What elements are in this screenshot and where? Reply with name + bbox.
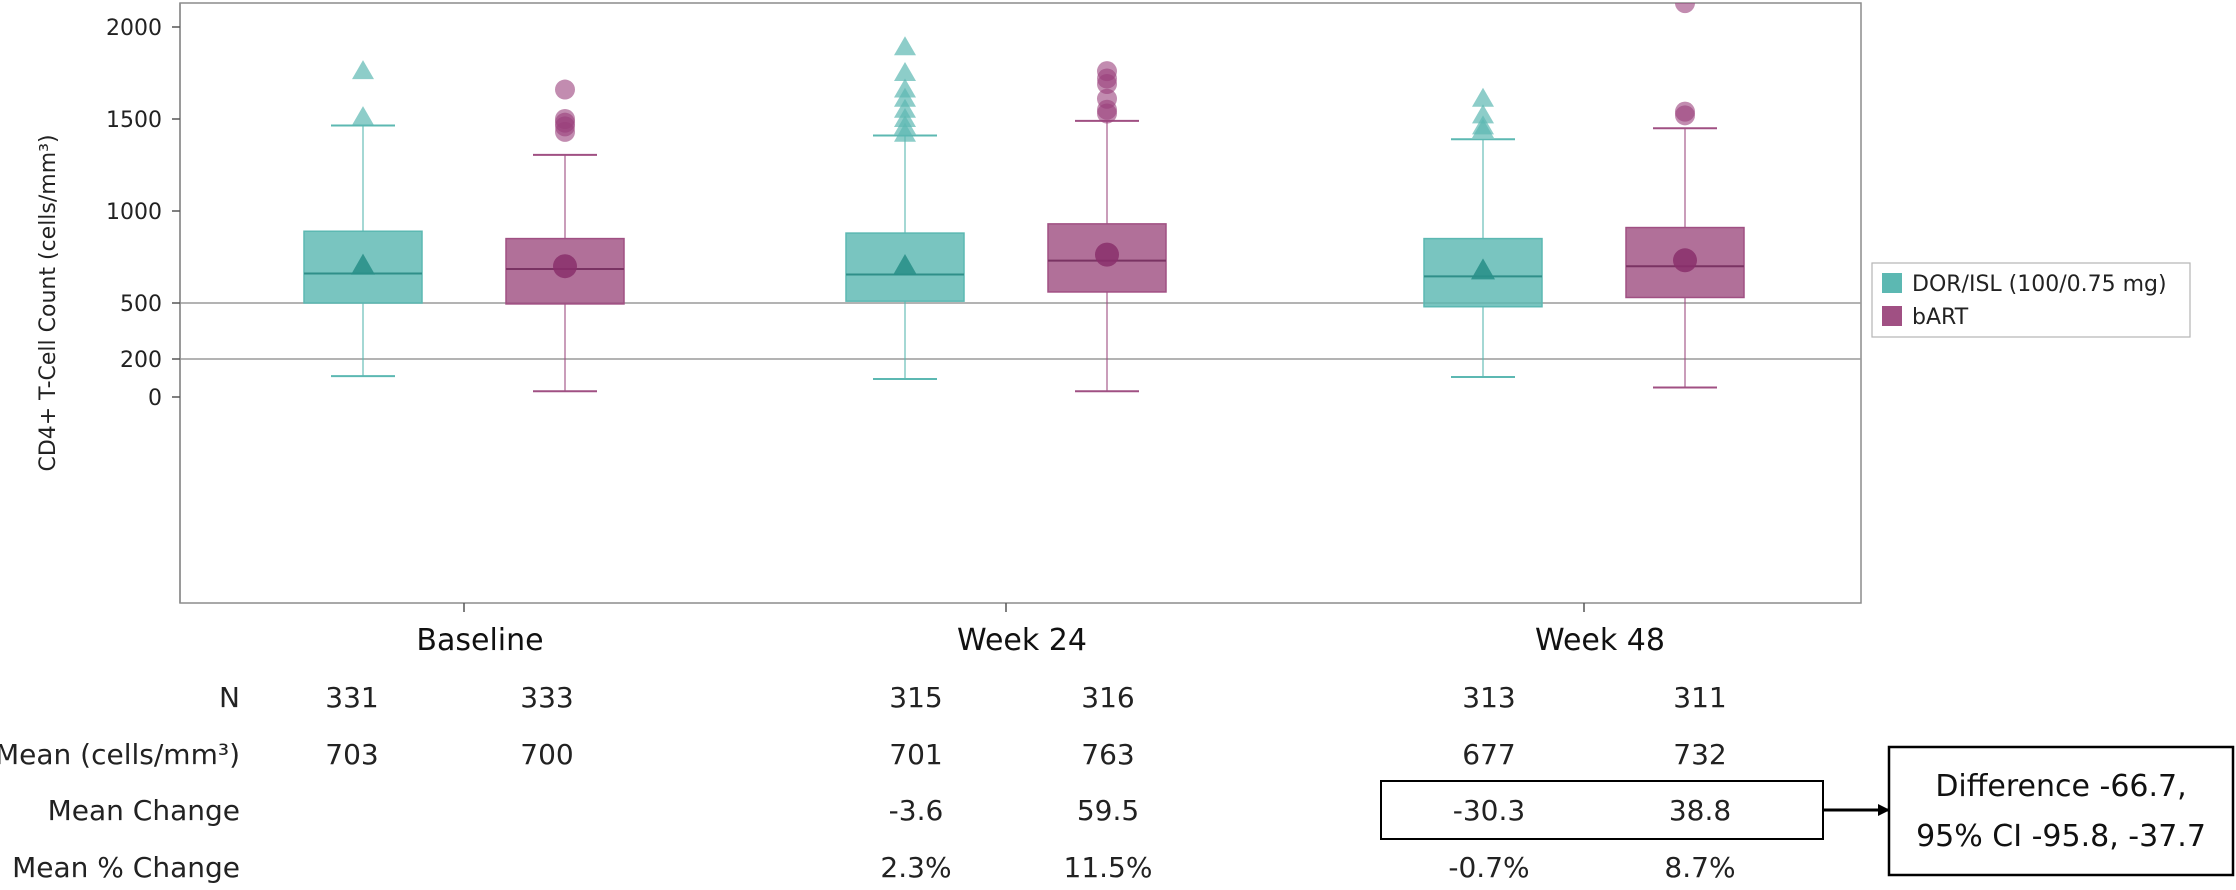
outlier-point [352,106,374,126]
table-cell: 11.5% [1064,851,1153,884]
outlier-point [1472,104,1494,124]
table-cells: 331 333 315 316 313 311 703 700 701 763 677 732 -3.6… [325,681,1735,884]
mean-marker [1673,248,1697,273]
table-cell: 677 [1462,738,1515,771]
summary-table: N Mean (cells/mm³) Mean Change Mean % Ch… [0,681,1736,884]
box-dor-isl-1 [845,36,965,380]
outlier-point [1097,88,1117,109]
box-dor-isl-0 [303,60,423,378]
box-bart-1 [1047,61,1167,393]
table-cell: 2.3% [880,851,951,884]
y-tick-label-0: 0 [148,386,162,411]
legend-label-bart: bART [1912,305,1969,330]
legend-swatch-bart [1882,306,1902,326]
outlier-point [555,109,575,129]
box-plots [303,3,1745,393]
table-cell: 38.8 [1669,794,1731,827]
legend: DOR/ISL (100/0.75 mg) bART [1871,262,2191,338]
outlier-point [1472,87,1494,107]
difference-line-2: 95% CI -95.8, -37.7 [1916,819,2206,854]
mean-marker [553,254,577,279]
outlier-point [1675,3,1695,14]
outlier-point [894,62,916,81]
row-label-mean: Mean (cells/mm³) [0,738,240,771]
box-bart-2 [1625,3,1745,389]
box-bart-0 [505,79,625,393]
week48-change-highlight [1380,780,1824,840]
legend-frame [1871,262,2191,338]
table-cell: 732 [1673,738,1726,771]
outlier-point [894,78,916,98]
x-category-label-0: Baseline [416,623,543,658]
table-cell: 763 [1081,738,1134,771]
mean-marker [1471,258,1495,280]
difference-line-1: Difference -66.7, [1935,769,2186,804]
table-cell: -3.6 [889,794,944,827]
y-axis-label: CD4+ T-Cell Count (cells/mm³) [36,134,61,471]
outlier-point [1675,101,1695,122]
table-cell: 701 [889,738,942,771]
outlier-point [894,36,916,56]
row-label-mean-change: Mean Change [48,794,240,827]
outlier-point [352,60,374,80]
table-cell: 700 [520,738,573,771]
mean-marker [1095,242,1119,267]
mean-marker [893,254,917,276]
y-tick-label-2000: 2000 [106,16,162,41]
table-cell: -0.7% [1448,851,1529,884]
table-cell: 333 [520,681,573,714]
y-axis: 0 200 500 1000 1500 2000 [106,3,181,603]
row-label-n: N [219,681,240,714]
outlier-point [894,98,916,118]
table-cell: 311 [1673,681,1726,714]
table-cell: 331 [325,681,378,714]
outlier-point [1472,115,1494,135]
table-cell: 703 [325,738,378,771]
legend-swatch-dor-isl [1882,273,1902,293]
y-tick-label-1000: 1000 [106,200,162,225]
reference-lines [180,302,1861,360]
difference-box [1887,745,2235,877]
row-label-mean-pct-change: Mean % Change [12,851,240,884]
table-cell: 59.5 [1077,794,1139,827]
y-tick-label-500: 500 [120,292,162,317]
y-tick-label-200: 200 [120,348,162,373]
legend-label-dor-isl: DOR/ISL (100/0.75 mg) [1912,272,2167,297]
outlier-point [555,79,575,100]
y-tick-label-1500: 1500 [106,108,162,133]
outlier-point [1097,61,1117,82]
table-cell: 316 [1081,681,1134,714]
table-cell: -30.3 [1453,794,1525,827]
table-cell: 8.7% [1664,851,1735,884]
x-axis: Baseline Week 24 Week 48 [416,603,1665,658]
x-category-label-2: Week 48 [1535,623,1665,658]
box-dor-isl-2 [1423,87,1543,379]
table-cell: 315 [889,681,942,714]
table-cell: 313 [1462,681,1515,714]
mean-marker [351,253,375,275]
x-category-label-1: Week 24 [957,623,1087,658]
